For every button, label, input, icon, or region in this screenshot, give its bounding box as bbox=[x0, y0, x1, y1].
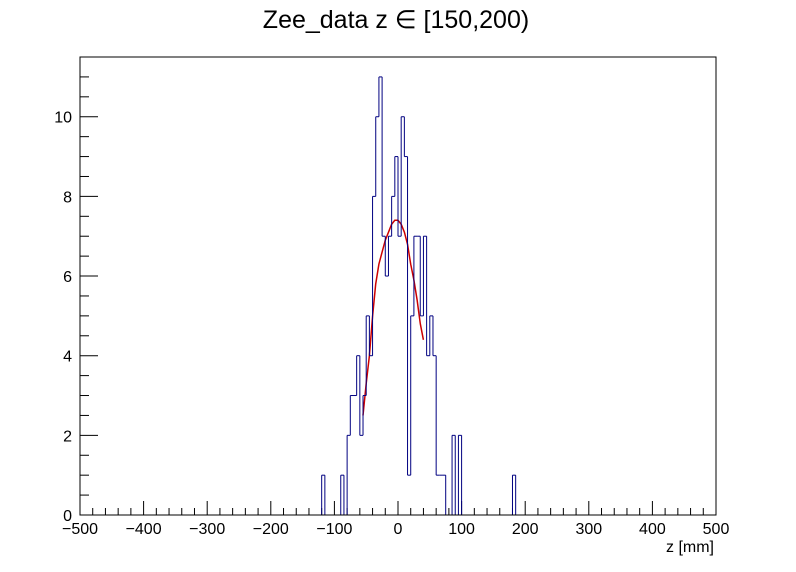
x-tick-label: −500 bbox=[62, 521, 98, 538]
y-tick-label: 10 bbox=[54, 110, 72, 127]
y-tick-label: 8 bbox=[63, 189, 72, 206]
fit-line bbox=[362, 219, 425, 416]
x-axis-ticks: −500 −400 −300 −200 −100 0 100 200 300 400 500 bbox=[62, 501, 729, 538]
x-axis-title: z [mm] bbox=[666, 539, 714, 556]
fit-curve bbox=[362, 219, 425, 416]
y-axis-ticks: 0 2 4 6 8 10 bbox=[54, 56, 98, 525]
plot-frame bbox=[79, 56, 717, 516]
y-tick-label: 4 bbox=[63, 349, 72, 366]
x-tick-label: 300 bbox=[575, 521, 602, 538]
x-tick-label: −400 bbox=[126, 521, 162, 538]
x-tick-label: 100 bbox=[448, 521, 475, 538]
y-tick-label: 2 bbox=[63, 428, 72, 445]
x-tick-label: 400 bbox=[639, 521, 666, 538]
x-tick-label: −200 bbox=[253, 521, 289, 538]
chart-title: Zee_data z ∈ [150,200) bbox=[263, 6, 529, 34]
y-tick-label: 0 bbox=[63, 508, 72, 525]
x-tick-label: 500 bbox=[703, 521, 730, 538]
y-tick-label: 6 bbox=[63, 269, 72, 286]
x-tick-label: 0 bbox=[394, 521, 403, 538]
x-tick-label: −100 bbox=[316, 521, 352, 538]
x-tick-label: −300 bbox=[189, 521, 225, 538]
x-tick-label: 200 bbox=[512, 521, 539, 538]
